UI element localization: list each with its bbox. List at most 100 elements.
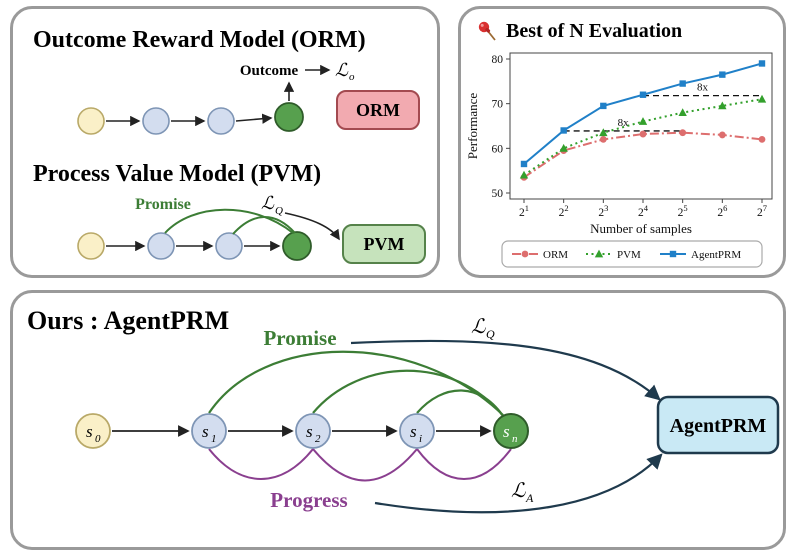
progress-curve: [416, 448, 512, 480]
ours-title: Ours : AgentPRM: [27, 306, 229, 335]
ours-agentprm-panel: Ours : AgentPRM Promise ℒ Q Progress ℒ A…: [10, 290, 786, 550]
progress-label: Progress: [270, 488, 347, 512]
lq-arrow: [350, 339, 661, 401]
state-label-sn: s: [503, 422, 510, 441]
data-marker: [521, 250, 529, 258]
agentprm-diagram: Ours : AgentPRM Promise ℒ Q Progress ℒ A…: [27, 306, 780, 514]
eval-title: Best of N Evaluation: [506, 19, 683, 42]
data-marker: [718, 131, 726, 139]
la-subscript: A: [525, 491, 534, 505]
progress-curve: [208, 448, 314, 480]
data-marker: [679, 129, 687, 137]
state-label-s0: s: [86, 422, 93, 441]
loss-to-pvm-arrow: [284, 212, 340, 241]
data-marker: [638, 117, 648, 125]
progress-curve: [312, 448, 418, 482]
state-node-s2: [295, 413, 331, 449]
lq-subscript: Q: [486, 327, 495, 341]
pvm-loss-symbol: ℒ: [261, 193, 275, 213]
agentprm-box-label: AgentPRM: [670, 415, 767, 437]
pushpin-body: [485, 27, 491, 33]
orm-chain-arrow: [235, 113, 273, 124]
data-marker: [599, 136, 607, 143]
la-arrow: [374, 453, 663, 514]
state-label-si-sub: i: [419, 433, 422, 445]
orm-node-final: [274, 102, 304, 132]
x-tick-label: 24: [638, 203, 649, 219]
data-marker: [519, 170, 529, 179]
orm-box-label: ORM: [356, 100, 400, 120]
outcome-label: Outcome: [240, 63, 299, 79]
state-label-sn-sub: n: [512, 433, 518, 445]
x-tick-label: 25: [678, 203, 688, 219]
promise-curve: [208, 350, 504, 416]
x-tick-label: 27: [757, 203, 767, 219]
lq-symbol: ℒ: [471, 316, 486, 338]
best-of-n-panel: Best of N Evaluation 50 60 70 80 21 22 23 24 25 2…: [458, 6, 786, 278]
legend-label-ORM: ORM: [543, 249, 568, 261]
y-tick-label: 80: [492, 54, 504, 66]
promise-curve: [164, 208, 294, 234]
state-label-s1: s: [202, 422, 209, 441]
data-marker: [758, 60, 766, 67]
pvm-loss-subscript: Q: [275, 205, 283, 217]
orm-node-start: [77, 107, 105, 135]
data-marker: [520, 160, 528, 168]
annotation-text: 8x: [697, 82, 709, 94]
pvm-title: Process Value Model (PVM): [33, 161, 321, 187]
state-node-s1: [191, 413, 227, 449]
state-label-s1-sub: 1: [211, 433, 217, 445]
state-label-si: s: [410, 422, 417, 441]
orm-box: [336, 90, 420, 130]
promise-label-pvm: Promise: [135, 196, 191, 213]
data-marker: [757, 94, 767, 103]
la-symbol: ℒ: [511, 480, 526, 502]
data-marker: [678, 108, 687, 116]
data-marker: [594, 249, 604, 258]
plot-frame: [509, 52, 773, 200]
data-marker: [719, 71, 726, 78]
legend-label-AgentPRM: AgentPRM: [691, 249, 741, 261]
eval-title-row: Best of N Evaluation: [461, 9, 783, 43]
data-marker: [599, 128, 608, 137]
y-tick-label: 50: [492, 188, 504, 200]
data-marker: [600, 102, 607, 110]
y-tick-label: 60: [492, 143, 504, 155]
agentprm-box: [656, 395, 780, 455]
y-tick-label: 70: [492, 99, 504, 111]
orm-node-mid1: [142, 107, 170, 135]
orm-loss-symbol: ℒ: [335, 60, 349, 80]
pvm-node-mid2: [215, 232, 243, 260]
data-marker: [639, 130, 647, 138]
pvm-box-label: PVM: [364, 234, 405, 254]
x-tick-label: 26: [717, 203, 727, 219]
data-marker: [679, 80, 686, 87]
state-label-s2: s: [306, 422, 313, 441]
state-label-s2-sub: 2: [315, 433, 321, 445]
orm-node-mid2: [207, 107, 235, 135]
legend-box: [501, 240, 763, 268]
state-node-s0: [75, 413, 111, 449]
pvm-node-mid1: [147, 232, 175, 260]
data-marker: [718, 101, 727, 110]
data-marker: [559, 143, 568, 152]
pushpin-icon: [478, 21, 496, 41]
orm-title: Outcome Reward Model (ORM): [33, 27, 366, 53]
y-axis-label: Performance: [465, 93, 480, 160]
promise-curve: [416, 389, 506, 420]
promise-curve: [232, 216, 296, 235]
series-line-AgentPRM: [523, 62, 763, 165]
x-tick-label: 23: [598, 203, 608, 219]
state-label-s0-sub: 0: [95, 433, 101, 445]
legend-label-PVM: PVM: [617, 249, 641, 261]
x-tick-label: 22: [559, 203, 569, 219]
data-marker: [669, 250, 677, 258]
data-marker: [758, 136, 766, 143]
annotation-text: 8x: [618, 117, 630, 129]
pvm-box: [342, 224, 426, 264]
x-axis-label: Number of samples: [590, 221, 692, 236]
state-node-sn: [493, 413, 529, 449]
state-node-si: [399, 413, 435, 449]
pvm-node-start: [77, 232, 105, 260]
orm-pvm-diagram: Outcome Reward Model (ORM) Outcome ℒ o O…: [33, 27, 426, 264]
